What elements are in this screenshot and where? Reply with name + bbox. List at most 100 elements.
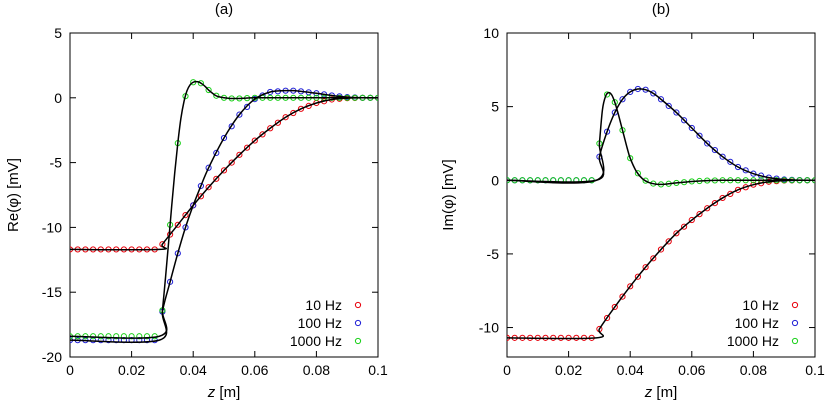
data-point — [650, 255, 657, 262]
data-point — [696, 211, 703, 218]
legend-marker — [791, 337, 799, 345]
data-point — [673, 109, 680, 116]
data-point — [297, 105, 305, 112]
data-point — [604, 128, 611, 135]
data-point — [719, 194, 726, 202]
x-tick-label: 0.02 — [118, 362, 145, 378]
legend-marker — [354, 301, 362, 309]
data-point — [105, 333, 112, 340]
data-point — [719, 153, 726, 160]
x-tick-label: 0.08 — [740, 362, 767, 378]
data-point — [197, 182, 204, 190]
x-tick-label: 0.02 — [555, 362, 582, 378]
data-point — [259, 131, 266, 138]
data-point — [611, 303, 618, 311]
data-point — [688, 124, 695, 132]
plot-area — [507, 85, 815, 341]
data-point — [205, 184, 212, 191]
y-axis-label: Re(φ) [mV] — [5, 158, 22, 232]
y-tick-label: 10 — [483, 25, 499, 41]
data-point — [657, 246, 665, 253]
x-axis-label-variable: z — [644, 384, 653, 401]
panel-a: (a) 0 0.02 0.04 0.06 0.08 0.1 5 0 -5 -10 -15 -20 z [m… — [5, 1, 388, 401]
y-tick-label: -5 — [50, 155, 63, 171]
data-point — [220, 167, 228, 174]
curve-1000-hz — [507, 91, 815, 186]
data-point — [205, 164, 212, 171]
curve-10-hz — [70, 97, 378, 251]
curve-10-hz — [507, 179, 815, 340]
x-axis-label: z [m] — [644, 384, 678, 401]
legend-label: 10 Hz — [742, 297, 779, 313]
x-tick-label: 0.08 — [303, 362, 330, 378]
legend: 10 Hz 100 Hz 1000 Hz — [290, 297, 362, 349]
data-point — [727, 190, 734, 197]
data-point — [274, 119, 281, 126]
data-point — [634, 273, 642, 280]
y-tick-label: 0 — [54, 90, 62, 106]
data-point — [650, 90, 657, 97]
data-point — [619, 293, 626, 300]
y-axis-label: Im(φ) [mV] — [440, 159, 457, 230]
plot-frame — [69, 32, 379, 358]
chart-title: (b) — [652, 1, 670, 18]
data-point — [727, 158, 734, 165]
data-point — [244, 103, 251, 110]
data-point — [136, 333, 143, 340]
data-point — [228, 123, 235, 130]
x-tick-label: 0 — [503, 362, 511, 378]
plot-area — [70, 79, 378, 344]
curve-100-hz — [70, 89, 378, 343]
data-point — [251, 137, 258, 144]
legend-marker — [791, 301, 799, 309]
data-point — [174, 221, 181, 228]
data-point — [213, 149, 220, 156]
legend-label: 1000 Hz — [727, 333, 779, 349]
x-tick-label: 0.1 — [805, 362, 825, 378]
legend-label: 100 Hz — [735, 315, 779, 331]
data-point — [704, 140, 711, 147]
y-tick-label: 0 — [491, 172, 499, 188]
x-axis-label-unit: [m] — [215, 384, 240, 401]
data-point — [190, 202, 197, 209]
data-point — [236, 151, 243, 158]
curve-1000-hz — [70, 80, 378, 339]
data-point — [734, 186, 742, 193]
data-point — [197, 193, 204, 200]
data-point — [534, 177, 541, 184]
data-point — [634, 170, 642, 177]
series-10-hz-markers — [70, 94, 378, 253]
data-point — [657, 96, 665, 103]
data-point — [282, 114, 289, 121]
data-point — [619, 96, 626, 103]
x-tick-label: 0.06 — [678, 362, 705, 378]
data-point — [611, 99, 618, 106]
data-point — [665, 102, 672, 110]
data-point — [604, 91, 611, 98]
x-tick-label: 0 — [66, 362, 74, 378]
data-point — [711, 200, 719, 207]
data-point — [696, 132, 703, 139]
data-point — [113, 333, 120, 340]
legend-label: 1000 Hz — [290, 333, 342, 349]
data-point — [197, 80, 204, 87]
data-point — [711, 146, 719, 154]
data-point — [128, 333, 135, 340]
data-point — [642, 177, 649, 184]
y-tick-label: -5 — [487, 246, 500, 262]
data-point — [220, 134, 228, 142]
x-axis-label-variable: z — [207, 384, 216, 401]
data-point — [688, 216, 695, 224]
x-axis-label-unit: [m] — [652, 384, 677, 401]
series-1000-hz-markers — [507, 91, 815, 188]
x-tick-label: 0.06 — [241, 362, 268, 378]
data-point — [627, 283, 634, 290]
legend: 10 Hz 100 Hz 1000 Hz — [727, 297, 799, 349]
data-point — [228, 159, 235, 166]
data-point — [182, 224, 189, 231]
panel-b: (b) 0 0.02 0.04 0.06 0.08 0.1 10 5 0 -5 -10 z [m] Im(… — [440, 1, 825, 401]
y-tick-label: -15 — [42, 284, 62, 300]
data-point — [673, 230, 680, 237]
data-point — [665, 238, 672, 245]
